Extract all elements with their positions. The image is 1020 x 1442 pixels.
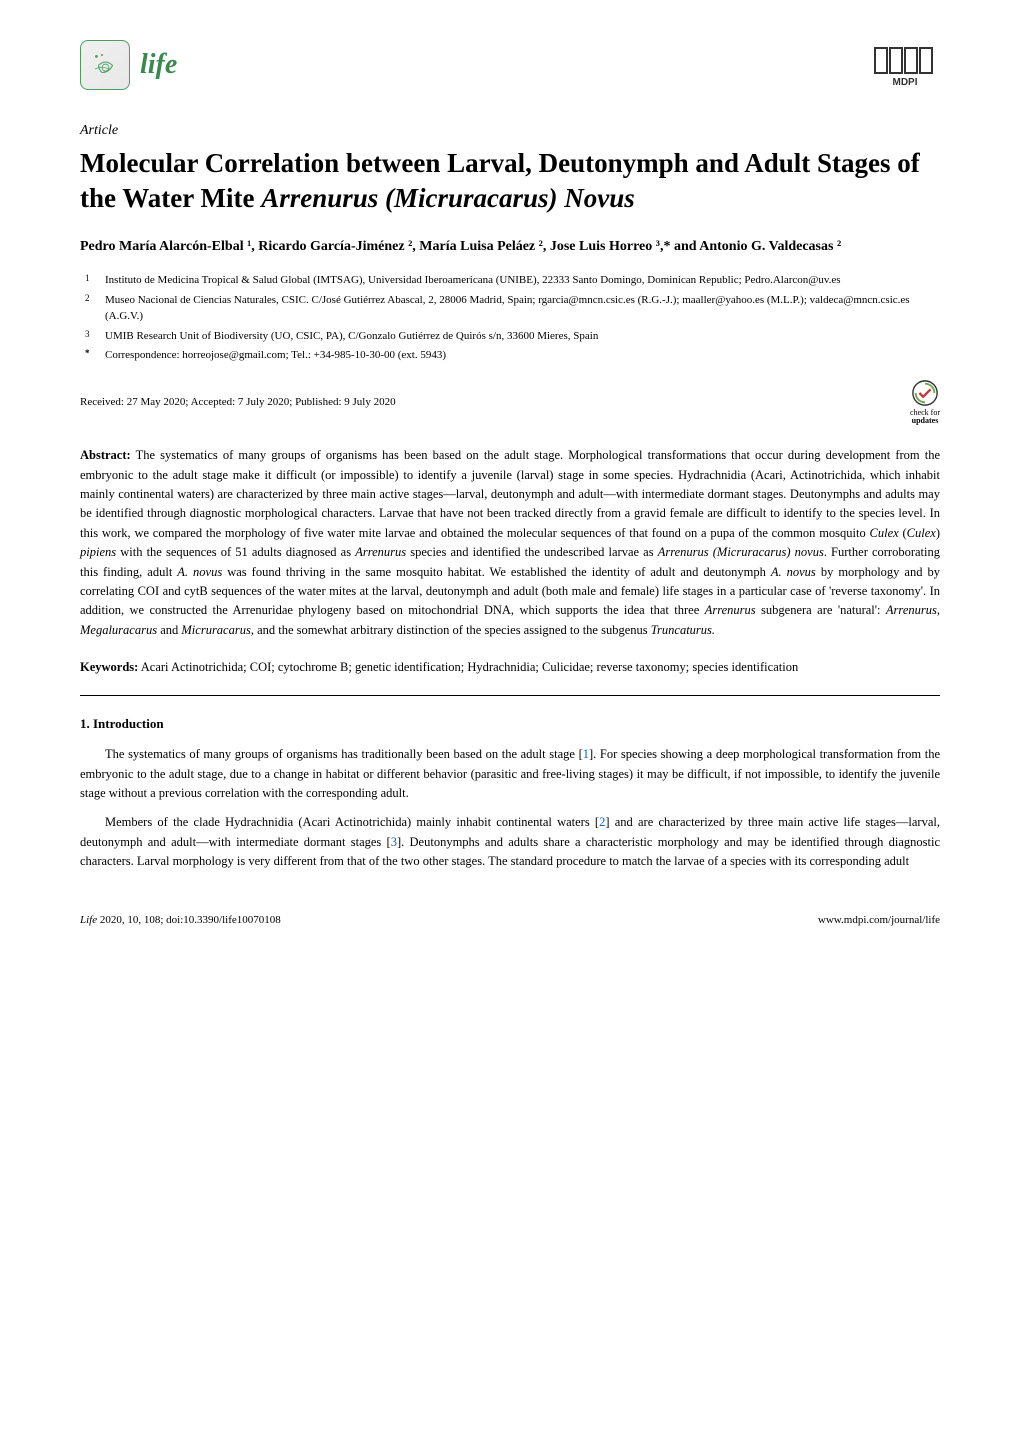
affiliation-num: 2 (85, 292, 105, 325)
header-row: life MDPI (80, 40, 940, 90)
affiliation-num: 1 (85, 272, 105, 289)
abstract-italic: pipiens (80, 545, 116, 559)
affiliation-text: Correspondence: horreojose@gmail.com; Te… (105, 347, 446, 364)
svg-text:MDPI: MDPI (893, 77, 918, 88)
abstract-italic: Culex (870, 526, 899, 540)
abstract-text: species and identified the undescribed l… (406, 545, 658, 559)
section-heading: 1. Introduction (80, 714, 940, 734)
check-updates-badge[interactable]: check for updates (910, 379, 940, 427)
article-title: Molecular Correlation between Larval, De… (80, 146, 940, 216)
abstract-italic: Megaluracarus (80, 623, 157, 637)
abstract-text: ) (936, 526, 940, 540)
footer-right: www.mdpi.com/journal/life (818, 912, 940, 929)
abstract-italic: A. novus (771, 565, 816, 579)
life-logo: life (80, 40, 177, 90)
abstract-label: Abstract: (80, 448, 131, 462)
title-italic1: Arrenurus (Micruracarus) Novus (261, 183, 635, 213)
abstract-italic: Arrenurus (705, 603, 756, 617)
affiliation-text: Museo Nacional de Ciencias Naturales, CS… (105, 292, 940, 325)
affiliation-item: 1 Instituto de Medicina Tropical & Salud… (105, 272, 940, 289)
abstract-text: The systematics of many groups of organi… (80, 448, 940, 540)
affiliation-item: 2 Museo Nacional de Ciencias Naturales, … (105, 292, 940, 325)
abstract-italic: Micruracarus (181, 623, 250, 637)
check-updates-icon (911, 379, 939, 407)
authors-list: Pedro María Alarcón-Elbal ¹, Ricardo Gar… (80, 236, 940, 257)
life-logo-text: life (140, 44, 177, 86)
para-text: The systematics of many groups of organi… (105, 747, 583, 761)
abstract-italic: Arrenurus (886, 603, 937, 617)
abstract-text: ( (899, 526, 907, 540)
abstract-text: subgenera are 'natural': (756, 603, 886, 617)
abstract-text: with the sequences of 51 adults diagnose… (116, 545, 355, 559)
divider (80, 695, 940, 696)
keywords-text: Acari Actinotrichida; COI; cytochrome B;… (138, 660, 798, 674)
para-text: Members of the clade Hydrachnidia (Acari… (105, 815, 599, 829)
footer: Life 2020, 10, 108; doi:10.3390/life1007… (80, 912, 940, 929)
affiliation-item: 3 UMIB Research Unit of Biodiversity (UO… (105, 328, 940, 345)
abstract-italic: Truncaturus. (651, 623, 715, 637)
body-paragraph: The systematics of many groups of organi… (80, 745, 940, 803)
article-type-label: Article (80, 120, 940, 141)
body-paragraph: Members of the clade Hydrachnidia (Acari… (80, 813, 940, 871)
dates-row: Received: 27 May 2020; Accepted: 7 July … (80, 379, 940, 427)
footer-journal: Life (80, 914, 97, 926)
check-updates-line2: updates (912, 416, 939, 425)
abstract-italic: Arrenurus (355, 545, 406, 559)
affiliation-num: 3 (85, 328, 105, 345)
abstract: Abstract: The systematics of many groups… (80, 446, 940, 640)
footer-citation: 2020, 10, 108; doi:10.3390/life10070108 (97, 914, 281, 926)
footer-left: Life 2020, 10, 108; doi:10.3390/life1007… (80, 912, 281, 929)
abstract-italic: Arrenurus (Micruracarus) novus (658, 545, 824, 559)
check-updates-line1: check for (910, 408, 940, 417)
abstract-text: was found thriving in the same mosquito … (222, 565, 771, 579)
life-logo-icon (80, 40, 130, 90)
affiliation-item: * Correspondence: horreojose@gmail.com; … (105, 347, 940, 364)
keywords: Keywords: Acari Actinotrichida; COI; cyt… (80, 658, 940, 677)
mdpi-logo: MDPI (870, 40, 940, 90)
abstract-text: , and the somewhat arbitrary distinction… (251, 623, 651, 637)
abstract-italic: Culex (907, 526, 936, 540)
affiliation-num: * (85, 347, 105, 364)
abstract-italic: A. novus (177, 565, 222, 579)
keywords-label: Keywords: (80, 660, 138, 674)
affiliations: 1 Instituto de Medicina Tropical & Salud… (80, 272, 940, 364)
dates-text: Received: 27 May 2020; Accepted: 7 July … (80, 394, 396, 411)
affiliation-text: Instituto de Medicina Tropical & Salud G… (105, 272, 841, 289)
abstract-text: , (937, 603, 940, 617)
check-updates-text: check for updates (910, 409, 940, 427)
affiliation-text: UMIB Research Unit of Biodiversity (UO, … (105, 328, 598, 345)
abstract-text: and (157, 623, 181, 637)
